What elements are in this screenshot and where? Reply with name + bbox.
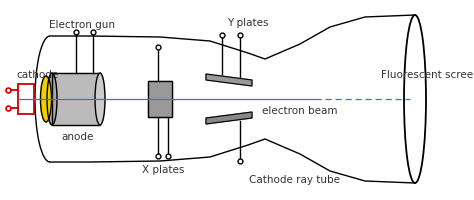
Bar (52, 74, 100, 125)
Polygon shape (206, 112, 252, 124)
Ellipse shape (47, 74, 57, 125)
Text: electron beam: electron beam (262, 105, 337, 115)
Ellipse shape (95, 74, 105, 125)
Text: Electron gun: Electron gun (49, 20, 115, 30)
Text: cathode: cathode (16, 70, 58, 80)
Bar (148, 82, 172, 117)
Text: anode: anode (62, 131, 94, 141)
Bar (18, 85, 34, 114)
Text: Y plates: Y plates (227, 18, 269, 28)
Polygon shape (206, 75, 252, 87)
Ellipse shape (40, 77, 52, 122)
Bar (52, 74, 100, 125)
Text: Cathode ray tube: Cathode ray tube (249, 174, 340, 184)
Bar (148, 82, 172, 117)
Text: X plates: X plates (142, 164, 184, 174)
Text: Fluorescent screen: Fluorescent screen (381, 70, 474, 80)
